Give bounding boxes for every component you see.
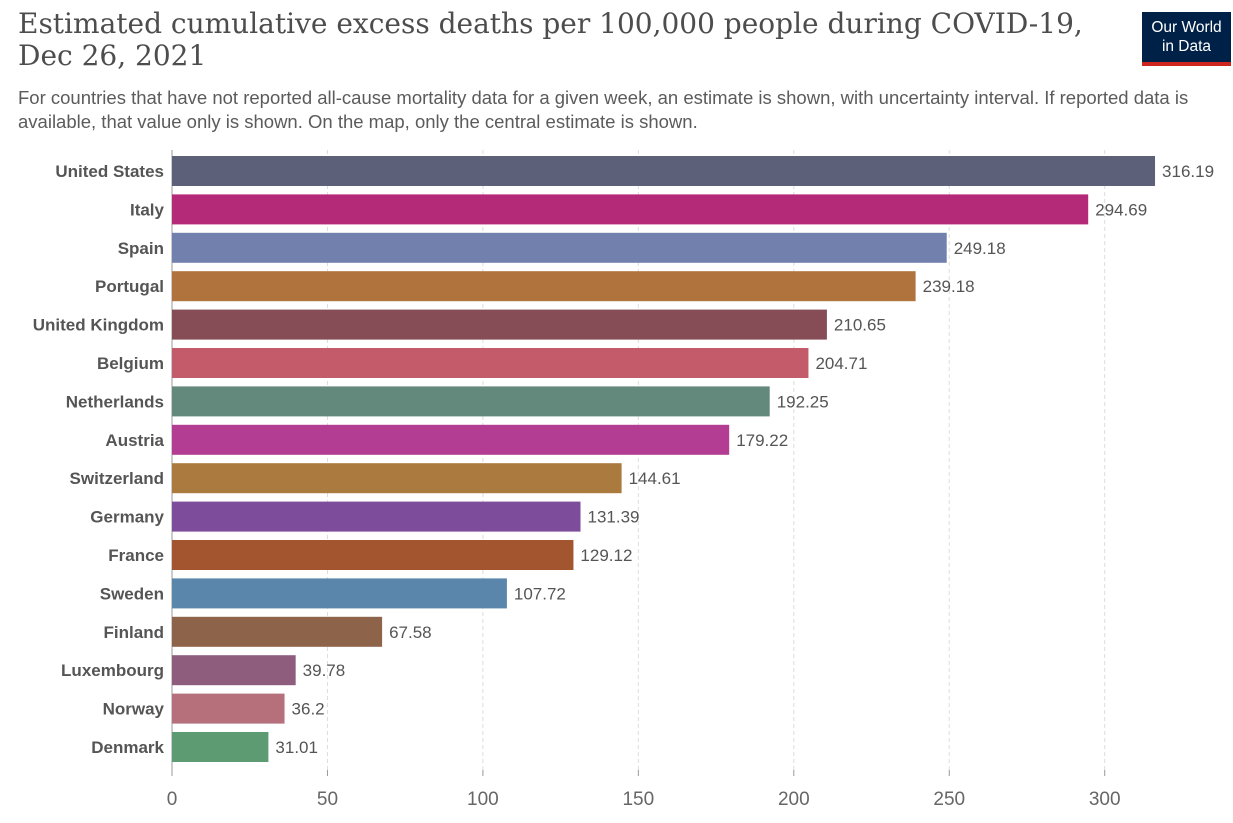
value-label: 36.2 [292,700,325,719]
category-label: Italy [130,200,165,219]
category-label: Luxembourg [61,661,164,680]
category-label: Sweden [100,584,164,603]
bar-austria[interactable] [172,424,730,455]
bar-luxembourg[interactable] [172,655,296,686]
value-label: 31.01 [275,738,318,757]
bar-france[interactable] [172,540,574,570]
category-label: Belgium [97,354,164,373]
category-label: Switzerland [70,469,164,488]
bar-united-kingdom[interactable] [172,309,827,340]
x-axis-ticks: 0 50 100 150 200 250 300 [167,770,1121,810]
value-label: 129.12 [580,546,632,565]
value-label: 144.61 [629,469,681,488]
bar-netherlands[interactable] [172,386,770,417]
x-tick-label: 200 [778,789,810,810]
x-tick-label: 0 [167,789,178,810]
x-tick-label: 150 [622,789,654,810]
value-label: 210.65 [834,316,886,335]
category-label: Portugal [95,277,164,296]
value-label: 316.19 [1162,162,1214,181]
category-label: Germany [90,508,164,527]
bars [172,156,1156,762]
value-label: 192.25 [777,392,829,411]
value-labels: 316.19 294.69 249.18 239.18 210.65 204.71 192.… [275,162,1214,757]
value-label: 239.18 [923,277,975,296]
logo-line-2: in Data [1161,38,1212,55]
category-labels: United States Italy Spain Portugal United Ki… [33,162,165,757]
value-label: 204.71 [815,354,867,373]
value-label: 67.58 [389,623,432,642]
logo-line-1: Our World [1151,19,1222,36]
chart-title: Estimated cumulative excess deaths per 1… [18,7,1083,72]
owid-logo[interactable]: Our World in Data [1142,12,1231,66]
value-label: 249.18 [954,239,1006,258]
category-label: Norway [103,700,165,719]
bar-norway[interactable] [172,693,285,724]
logo-accent-bar [1142,62,1231,66]
value-label: 107.72 [514,584,566,603]
bar-belgium[interactable] [172,348,809,378]
category-label: Spain [118,239,164,258]
category-label: United Kingdom [33,316,164,335]
category-label: Netherlands [66,392,164,411]
bar-italy[interactable] [172,194,1089,225]
bar-finland[interactable] [172,616,383,647]
bar-spain[interactable] [172,232,947,263]
bar-sweden[interactable] [172,578,507,609]
value-label: 39.78 [303,661,346,680]
x-tick-label: 300 [1089,789,1121,810]
value-label: 179.22 [736,431,788,450]
bar-switzerland[interactable] [172,463,622,494]
category-label: Denmark [91,738,164,757]
x-tick-label: 250 [933,789,965,810]
bar-portugal[interactable] [172,271,916,302]
x-tick-label: 100 [467,789,499,810]
value-label: 131.39 [587,508,639,527]
value-label: 294.69 [1095,200,1147,219]
bar-denmark[interactable] [172,732,269,762]
category-label: United States [55,162,164,181]
category-label: France [108,546,164,565]
category-label: Austria [105,431,164,450]
bar-germany[interactable] [172,501,581,532]
category-label: Finland [104,623,164,642]
bar-united-states[interactable] [172,156,1156,186]
x-tick-label: 50 [317,789,338,810]
chart-subtitle: For countries that have not reported all… [18,87,1189,132]
